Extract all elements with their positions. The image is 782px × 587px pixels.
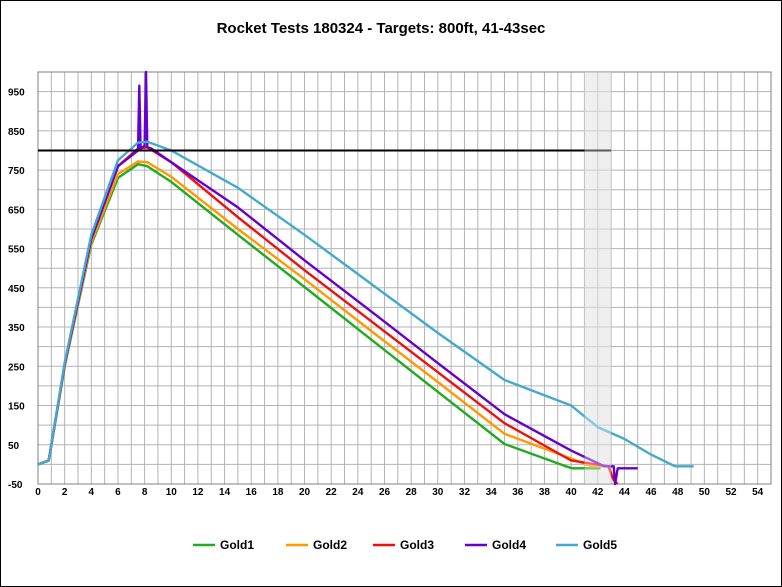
legend-label: Gold3 — [400, 538, 434, 552]
y-tick-label: 50 — [8, 441, 20, 452]
y-tick-label: 850 — [8, 127, 25, 138]
legend-label: Gold5 — [583, 538, 617, 552]
x-tick-label: 38 — [539, 487, 551, 498]
x-tick-label: 14 — [219, 487, 231, 498]
x-tick-label: 16 — [246, 487, 258, 498]
y-tick-label: 750 — [8, 166, 25, 177]
x-tick-label: 26 — [379, 487, 391, 498]
y-tick-label: 550 — [8, 245, 25, 256]
plot-border — [37, 71, 772, 485]
x-tick-label: 6 — [115, 487, 121, 498]
x-tick-label: 4 — [89, 487, 95, 498]
x-tick-label: 46 — [645, 487, 657, 498]
x-tick-label: 2 — [62, 487, 68, 498]
series-line-gold5 — [37, 140, 694, 468]
x-tick-label: 10 — [166, 487, 178, 498]
plot-background — [38, 72, 771, 484]
x-tick-label: 28 — [406, 487, 418, 498]
x-tick-label: 12 — [192, 487, 204, 498]
legend-label: Gold1 — [220, 538, 254, 552]
x-tick-label: 0 — [35, 487, 41, 498]
x-tick-label: 30 — [432, 487, 444, 498]
x-tick-label: 18 — [272, 487, 284, 498]
series-line-gold4 — [37, 70, 638, 486]
x-tick-label: 50 — [699, 487, 711, 498]
y-tick-label: 150 — [8, 402, 25, 413]
x-tick-label: 40 — [566, 487, 578, 498]
y-tick-label: 250 — [8, 362, 25, 373]
x-tick-label: 42 — [592, 487, 604, 498]
target-window-overlay — [584, 72, 612, 484]
x-tick-label: 20 — [299, 487, 311, 498]
chart-title: Rocket Tests 180324 - Targets: 800ft, 41… — [217, 20, 546, 37]
x-tick-label: 32 — [459, 487, 471, 498]
legend-label: Gold2 — [313, 538, 347, 552]
x-tick-label: 36 — [512, 487, 524, 498]
legend: Gold1 Gold2 Gold3 Gold4 Gold5 — [193, 538, 617, 552]
y-tick-label: 350 — [8, 323, 25, 334]
x-tick-label: 48 — [672, 487, 684, 498]
y-tick-label: -50 — [8, 480, 23, 491]
y-tick-label: 450 — [8, 284, 25, 295]
x-tick-label: 22 — [326, 487, 338, 498]
x-tick-label: 8 — [142, 487, 148, 498]
x-tick-label: 24 — [352, 487, 364, 498]
x-tick-label: 54 — [752, 487, 764, 498]
y-tick-label: 650 — [8, 205, 25, 216]
x-tick-label: 44 — [619, 487, 631, 498]
x-tick-label: 34 — [486, 487, 498, 498]
x-tick-label: 52 — [725, 487, 737, 498]
legend-label: Gold4 — [492, 538, 526, 552]
y-tick-label: 950 — [8, 88, 25, 99]
